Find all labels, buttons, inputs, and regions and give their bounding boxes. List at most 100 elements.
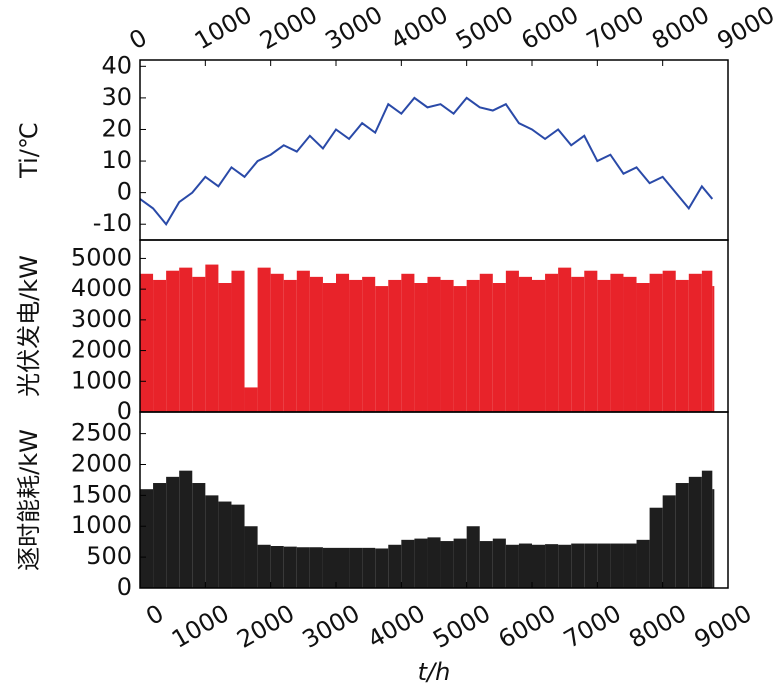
- bar: [401, 539, 415, 588]
- y-tick-label: 10: [101, 146, 132, 174]
- bar: [453, 286, 467, 412]
- bar: [401, 273, 415, 412]
- x-tick-label: 6000: [517, 0, 584, 55]
- bar: [322, 547, 336, 588]
- bar: [270, 273, 284, 412]
- bar: [662, 495, 676, 588]
- bar: [479, 541, 493, 588]
- y-tick-label: 2500: [71, 419, 132, 447]
- y-tick-label: 0: [117, 573, 132, 601]
- bar: [270, 546, 284, 588]
- bar: [427, 537, 441, 588]
- bar: [153, 483, 167, 588]
- x-tick-label: 2000: [255, 0, 322, 55]
- bar: [192, 276, 206, 412]
- bar: [712, 489, 715, 588]
- bar: [309, 276, 323, 412]
- bar: [466, 526, 480, 588]
- x-tick-label: 1000: [190, 0, 257, 55]
- bar: [349, 279, 363, 412]
- bar: [388, 544, 402, 588]
- panel-frame: [139, 59, 729, 241]
- bar: [558, 544, 572, 588]
- bar: [375, 286, 389, 412]
- bar: [283, 279, 297, 412]
- bar: [205, 495, 219, 588]
- x-tick-label: 7000: [582, 0, 649, 55]
- bar: [636, 283, 650, 412]
- y-tick-label: 1000: [71, 511, 132, 539]
- panel-frame: [139, 411, 729, 589]
- bar: [375, 548, 389, 588]
- bar: [505, 544, 519, 588]
- bar: [231, 270, 245, 412]
- x-tick-label: 6000: [494, 599, 561, 654]
- temperature-line: [139, 96, 714, 226]
- bar: [296, 270, 310, 412]
- bar: [545, 273, 559, 412]
- bar: [532, 279, 546, 412]
- bar: [518, 543, 532, 588]
- bar: [623, 543, 637, 588]
- y-tick-label: 5000: [71, 243, 132, 271]
- bar: [192, 483, 206, 588]
- bar: [466, 279, 480, 412]
- x-tick-label: 9000: [690, 599, 757, 654]
- bar: [414, 538, 428, 588]
- bar: [701, 470, 713, 588]
- bar: [166, 270, 180, 412]
- bar: [362, 276, 376, 412]
- bar: [688, 476, 702, 588]
- bar: [218, 501, 232, 588]
- bar: [336, 273, 350, 412]
- bar: [427, 276, 441, 412]
- x-tick-label: 3000: [321, 0, 388, 55]
- bar: [349, 547, 363, 588]
- x-tick-label: 4000: [363, 599, 430, 654]
- y-tick-label: 40: [101, 51, 132, 79]
- bar: [440, 541, 454, 588]
- x-tick-label: 5000: [428, 599, 495, 654]
- x-axis-label: t/h: [418, 658, 451, 686]
- x-tick-label: 0: [141, 599, 168, 631]
- bar: [440, 279, 454, 412]
- bar: [518, 276, 532, 412]
- y-tick-label: 1000: [71, 366, 132, 394]
- bar: [623, 276, 637, 412]
- bar: [712, 286, 715, 412]
- bar: [505, 270, 519, 412]
- y-tick-label: 4000: [71, 274, 132, 302]
- bar: [153, 279, 167, 412]
- x-tick-label: 8000: [624, 599, 691, 654]
- bar: [597, 279, 611, 412]
- y-tick-label: 2000: [71, 449, 132, 477]
- x-tick-label: 5000: [451, 0, 518, 55]
- y-axis-label: 逐时能耗/kW: [15, 429, 43, 571]
- y-tick-label: 2000: [71, 336, 132, 364]
- y-tick-label: 1500: [71, 480, 132, 508]
- bar: [244, 526, 258, 588]
- bar: [388, 279, 402, 412]
- bar: [322, 283, 336, 412]
- x-tick-label: 4000: [386, 0, 453, 55]
- y-tick-label: 0: [117, 178, 132, 206]
- x-tick-label: 7000: [559, 599, 626, 654]
- bar: [610, 543, 624, 588]
- bar: [675, 279, 689, 412]
- y-tick-label: -10: [93, 209, 132, 237]
- bar: [610, 273, 624, 412]
- bar: [283, 546, 297, 588]
- bar: [571, 276, 585, 412]
- bar: [597, 543, 611, 588]
- y-tick-label: 0: [117, 397, 132, 425]
- bar: [492, 283, 506, 412]
- bar: [571, 543, 585, 588]
- bar: [257, 544, 271, 588]
- bar: [558, 267, 572, 412]
- bar: [140, 273, 154, 412]
- bar: [545, 544, 559, 588]
- bar: [257, 267, 271, 412]
- y-tick-label: 500: [86, 542, 132, 570]
- bar: [492, 538, 506, 588]
- y-tick-label: 3000: [71, 305, 132, 333]
